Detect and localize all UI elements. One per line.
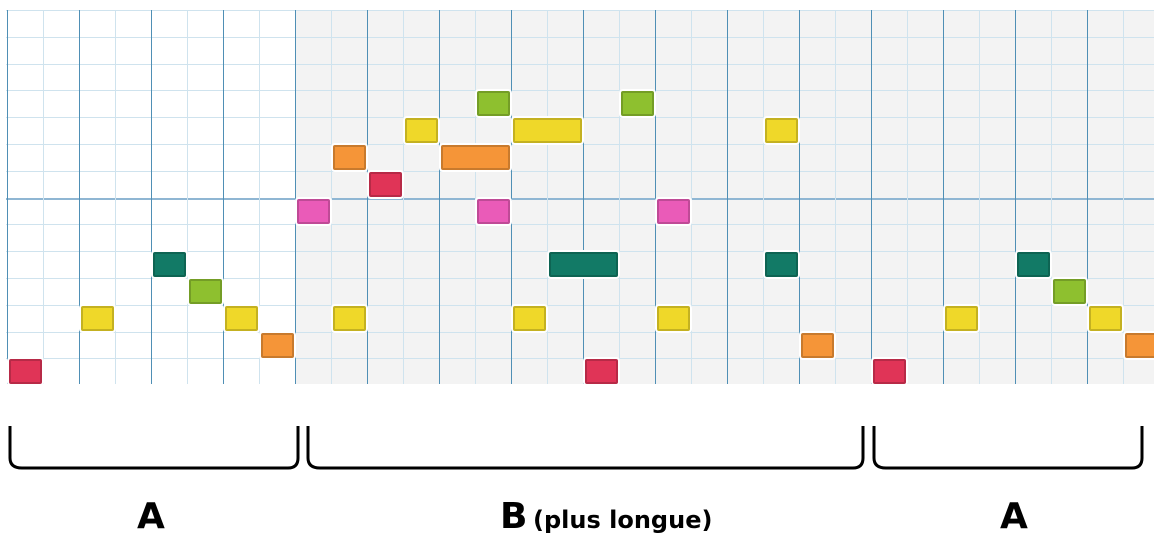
section-label-a2: A — [1000, 496, 1028, 537]
section-label-b: B (plus longue) — [500, 496, 712, 537]
measure-line — [79, 10, 80, 384]
section-a1-letter: A — [137, 496, 165, 537]
note-block-yellow[interactable] — [225, 306, 258, 331]
grid-row-line — [6, 64, 1154, 65]
section-background — [296, 10, 872, 384]
grid-row-line — [6, 332, 1154, 333]
note-block-pink[interactable] — [657, 199, 690, 224]
note-block-yellow[interactable] — [405, 118, 438, 143]
grid-column-line — [475, 10, 476, 384]
grid-column-line — [1123, 10, 1124, 384]
grid-row-line — [6, 171, 1154, 172]
grid-column-line — [979, 10, 980, 384]
grid-row-line — [6, 251, 1154, 252]
note-block-yellow[interactable] — [513, 118, 582, 143]
grid-column-line — [43, 10, 44, 384]
note-block-yellow[interactable] — [81, 306, 114, 331]
note-block-red[interactable] — [9, 359, 42, 384]
measure-line — [583, 10, 584, 384]
grid-row-line — [6, 90, 1154, 91]
grid-row-line — [6, 358, 1154, 359]
note-block-lime[interactable] — [621, 91, 654, 116]
note-block-pink[interactable] — [297, 199, 330, 224]
measure-line — [511, 10, 512, 384]
note-block-yellow[interactable] — [1089, 306, 1122, 331]
grid-column-line — [835, 10, 836, 384]
note-block-teal[interactable] — [153, 252, 186, 277]
measure-line — [1087, 10, 1088, 384]
section-b-letter: B — [500, 496, 528, 537]
grid-row-line — [6, 278, 1154, 279]
measure-line — [799, 10, 800, 384]
note-block-yellow[interactable] — [333, 306, 366, 331]
note-block-lime[interactable] — [477, 91, 510, 116]
measure-line — [439, 10, 440, 384]
note-block-yellow[interactable] — [513, 306, 546, 331]
grid-column-line — [403, 10, 404, 384]
grid-column-line — [259, 10, 260, 384]
grid-row-line — [6, 305, 1154, 306]
measure-line — [655, 10, 656, 384]
grid-row-line — [6, 224, 1154, 225]
bracket-a1 — [8, 426, 300, 470]
note-block-pink[interactable] — [477, 199, 510, 224]
note-block-red[interactable] — [369, 172, 402, 197]
bracket-b — [306, 426, 865, 470]
measure-line — [871, 10, 872, 384]
grid-column-line — [1051, 10, 1052, 384]
grid-row-line — [6, 117, 1154, 118]
note-block-yellow[interactable] — [657, 306, 690, 331]
piano-roll-grid — [6, 10, 1154, 384]
note-block-yellow[interactable] — [765, 118, 798, 143]
measure-line — [1015, 10, 1016, 384]
grid-column-line — [547, 10, 548, 384]
measure-line — [151, 10, 152, 384]
measure-line — [943, 10, 944, 384]
section-a2-letter: A — [1000, 496, 1028, 537]
grid-column-line — [115, 10, 116, 384]
measure-line — [223, 10, 224, 384]
measure-line — [295, 10, 296, 384]
grid-column-line — [907, 10, 908, 384]
grid-column-line — [763, 10, 764, 384]
note-block-lime[interactable] — [1053, 279, 1086, 304]
measure-line — [727, 10, 728, 384]
grid-row-line — [6, 10, 1154, 11]
note-block-red[interactable] — [585, 359, 618, 384]
note-block-yellow[interactable] — [945, 306, 978, 331]
grid-row-line — [6, 144, 1154, 145]
grid-column-line — [691, 10, 692, 384]
grid-row-line — [6, 198, 1154, 200]
note-block-orange[interactable] — [441, 145, 510, 170]
measure-line — [7, 10, 8, 384]
note-block-lime[interactable] — [189, 279, 222, 304]
note-block-red[interactable] — [873, 359, 906, 384]
grid-row-line — [6, 37, 1154, 38]
measure-line — [367, 10, 368, 384]
grid-column-line — [619, 10, 620, 384]
note-block-orange[interactable] — [333, 145, 366, 170]
note-block-teal[interactable] — [549, 252, 618, 277]
note-block-teal[interactable] — [765, 252, 798, 277]
grid-column-line — [187, 10, 188, 384]
note-block-teal[interactable] — [1017, 252, 1050, 277]
section-label-a1: A — [137, 496, 165, 537]
note-block-orange[interactable] — [261, 333, 294, 358]
grid-column-line — [331, 10, 332, 384]
note-block-orange[interactable] — [1125, 333, 1154, 358]
bracket-a2 — [872, 426, 1144, 470]
section-b-note: (plus longue) — [533, 506, 713, 534]
note-block-orange[interactable] — [801, 333, 834, 358]
